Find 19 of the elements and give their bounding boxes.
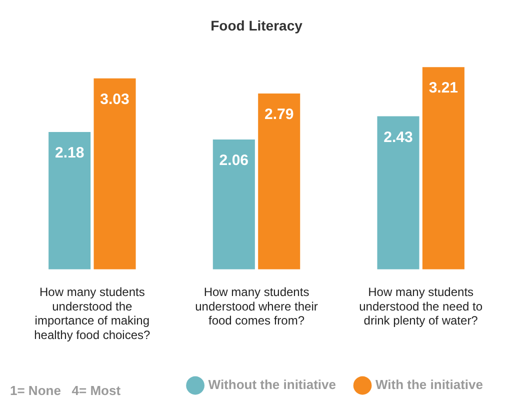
bar — [48, 132, 91, 270]
x-tick-label: How many students understood where their food comes from? — [195, 284, 318, 328]
bar — [377, 116, 420, 270]
bar — [258, 94, 300, 270]
bar — [212, 140, 255, 270]
legend-label: With the initiative — [376, 377, 483, 392]
chart-title: Food Literacy — [210, 17, 303, 34]
x-tick-label: How many students understood the importance of making healthy food choices? — [34, 284, 151, 342]
data-label: 2.79 — [264, 106, 294, 124]
bar — [422, 67, 464, 270]
text: 1= None 4= Most — [10, 383, 121, 398]
legend-label: Without the initiative — [208, 377, 336, 392]
data-label: 2.06 — [219, 152, 249, 170]
data-label: 3.03 — [100, 91, 130, 108]
x-tick-label: How many students understood the need to drink plenty of water? — [359, 284, 483, 328]
data-label: 2.43 — [384, 128, 413, 146]
data-label: 2.18 — [54, 144, 84, 162]
bar — [94, 78, 136, 270]
data-label: 3.21 — [428, 80, 458, 97]
